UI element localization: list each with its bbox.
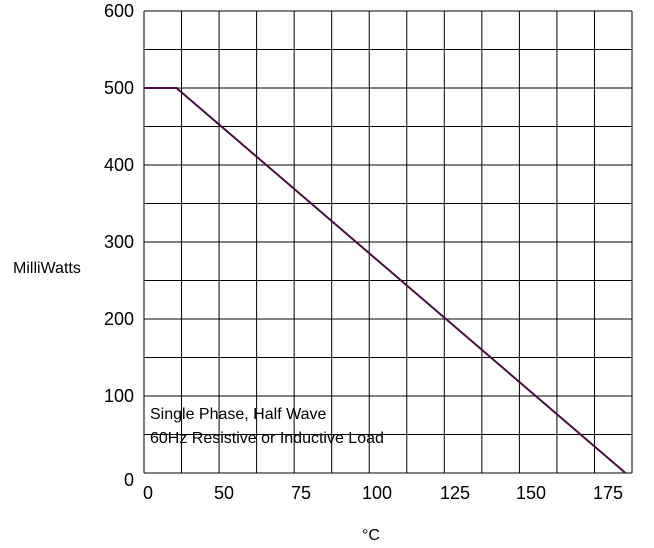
x-tick-label: 0 — [143, 483, 153, 503]
x-tick-label: 50 — [214, 483, 234, 503]
annotation-line-2: 60Hz Resistive or Inductive Load — [150, 430, 384, 447]
y-tick-label: 400 — [104, 155, 134, 175]
x-tick-label: 75 — [291, 483, 311, 503]
y-tick-label: 100 — [104, 386, 134, 406]
grid — [143, 10, 633, 474]
y-tick-label: 500 — [104, 78, 134, 98]
tick-labels: 0 50 75 100 125 150 175 0 100 200 300 400 500 600 — [104, 1, 623, 503]
x-tick-label: 125 — [440, 483, 470, 503]
y-tick-label: 300 — [104, 232, 134, 252]
series-layer — [144, 87, 627, 474]
y-tick-label: 600 — [104, 1, 134, 21]
series-line-0 — [144, 87, 627, 474]
annotation-line-1: Single Phase, Half Wave — [150, 406, 326, 423]
y-tick-label: 200 — [104, 309, 134, 329]
x-tick-label: 100 — [362, 483, 392, 503]
x-tick-label: 150 — [516, 483, 546, 503]
x-axis-label: °C — [362, 527, 380, 544]
y-tick-label: 0 — [124, 470, 134, 490]
x-tick-label: 175 — [593, 483, 623, 503]
y-axis-label: MilliWatts — [13, 260, 81, 277]
